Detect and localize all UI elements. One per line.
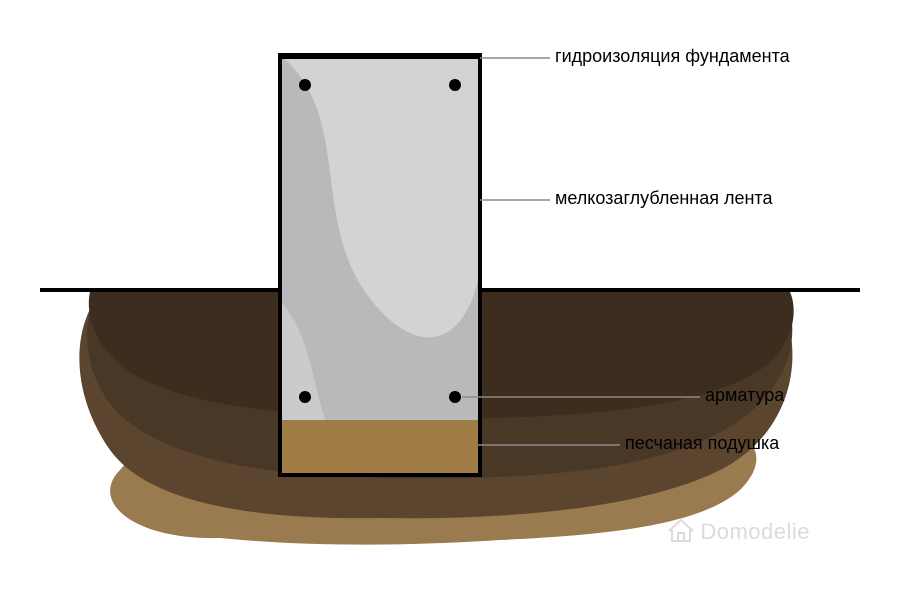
foundation-diagram (0, 0, 900, 600)
rebar-dot (449, 391, 461, 403)
watermark: Domodelie (666, 517, 810, 545)
rebar-dot (299, 79, 311, 91)
label-waterproofing: гидроизоляция фундамента (555, 46, 790, 67)
waterproofing-cap (278, 53, 482, 59)
label-sand-cushion: песчаная подушка (625, 433, 779, 454)
label-shallow-strip: мелкозаглубленная лента (555, 188, 772, 209)
sand-cushion (282, 420, 478, 473)
rebar-dot (449, 79, 461, 91)
watermark-text: Domodelie (700, 519, 810, 545)
label-rebar: арматура (705, 385, 784, 406)
rebar-dot (299, 391, 311, 403)
house-icon (666, 517, 696, 543)
foundation-block (278, 53, 482, 475)
